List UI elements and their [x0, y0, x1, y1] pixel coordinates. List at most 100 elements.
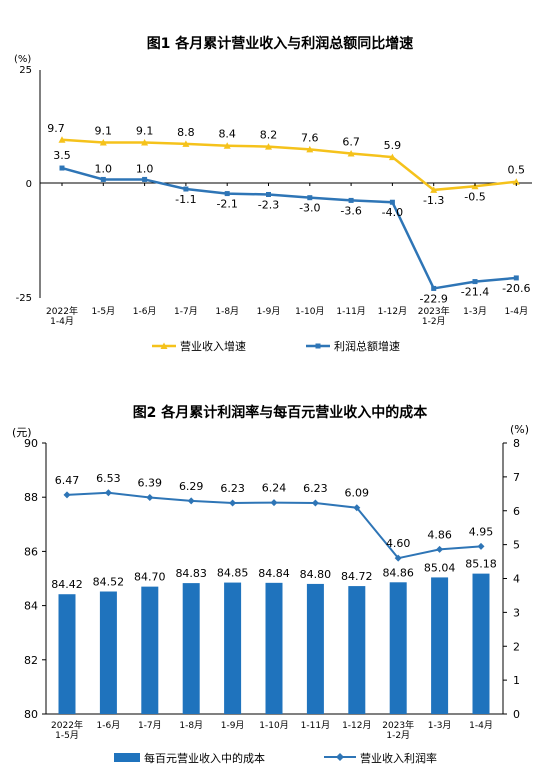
chart2-bar-label: 84.84	[258, 567, 290, 580]
chart1-data-label-revenue: 8.8	[177, 126, 195, 139]
chart2-margin-point	[229, 499, 237, 507]
chart2-right-tick-label: 6	[513, 505, 520, 518]
chart1-data-label-profit: -3.6	[340, 204, 361, 217]
chart2-margin-point	[394, 554, 402, 562]
chart1-data-label-profit: -3.0	[299, 202, 320, 215]
chart2-bar	[58, 594, 76, 714]
chart2-margin-label: 6.39	[138, 477, 163, 490]
chart2-margin-label: 4.60	[386, 537, 411, 550]
chart1-x-tick-labels: 2022年 1-4月 1-5月 1-6月 1-7月 1-8月 1-9月 1-10月 1-11月 1…	[46, 183, 528, 327]
chart2-margin-label: 4.86	[427, 528, 452, 541]
chart1-point-revenue	[182, 140, 190, 147]
chart1-data-label-revenue: 6.7	[342, 135, 360, 148]
chart2-y-unit-left: (元)	[12, 426, 32, 439]
chart2: 图2 各月累计利润率与每百元营业收入中的成本 (元) (%) 908886848…	[12, 404, 529, 765]
chart2-right-tick-label: 0	[513, 708, 520, 721]
chart2-legend: 每百元营业收入中的成本 营业收入利润率	[114, 751, 437, 765]
chart2-x-tick-label: 1-8月	[179, 720, 203, 731]
chart2-y-unit-right: (%)	[510, 423, 529, 436]
chart1-data-label-revenue: 9.1	[136, 125, 154, 138]
chart1-point-profit	[431, 285, 437, 291]
chart1-legend-profit: 利润总额增速	[334, 339, 400, 353]
chart1-legend: 营业收入增速 利润总额增速	[152, 339, 400, 353]
chart2-margin-point	[477, 542, 485, 550]
chart1-data-label-profit: 1.0	[136, 162, 154, 175]
chart1-data-label-profit: -21.4	[461, 286, 489, 299]
chart1-x-tick-label: 2023年 1-2月	[418, 305, 450, 327]
chart2-bar	[472, 573, 490, 714]
chart1-data-label-revenue: 8.2	[260, 129, 278, 142]
chart1-point-revenue	[512, 178, 520, 185]
chart1: 图1 各月累计营业收入与利润总额同比增速 (%) 25 0 -25 9.7 9.1…	[14, 35, 532, 353]
chart2-left-tick-label: 84	[24, 600, 38, 613]
chart2-margin-point	[311, 499, 319, 507]
chart2-margin-label: 6.29	[179, 480, 204, 493]
chart1-data-label-revenue: 0.5	[508, 164, 526, 177]
chart2-margin-label: 6.23	[303, 482, 328, 495]
legend-swatch-cost	[114, 753, 140, 762]
chart1-point-revenue	[99, 139, 107, 146]
chart1-x-tick-label: 1-8月	[215, 306, 239, 317]
chart2-margin-label: 6.24	[262, 482, 287, 495]
chart1-legend-revenue: 营业收入增速	[180, 339, 246, 353]
chart2-margin-point	[270, 499, 278, 507]
chart2-left-tick-label: 82	[24, 654, 38, 667]
chart2-bar-label: 85.04	[424, 561, 456, 574]
chart1-x-tick-label: 1-10月	[295, 306, 324, 317]
chart2-right-tick-label: 8	[513, 437, 520, 450]
chart1-point-profit	[59, 165, 65, 171]
chart2-right-ticks: 8 7 6 5 4 3 2 1 0	[503, 437, 520, 721]
chart2-right-tick-label: 3	[513, 606, 520, 619]
chart1-point-revenue	[58, 136, 66, 143]
chart2-x-tick-label: 1-9月	[221, 720, 245, 731]
chart2-margin-label: 6.47	[55, 474, 80, 487]
chart2-right-tick-label: 7	[513, 471, 520, 484]
chart2-bars: 84.42 84.52 84.70 84.83 84.85 84.84 84.80 84.72…	[51, 558, 497, 714]
chart2-x-tick-label: 1-7月	[138, 720, 162, 731]
legend-marker-revenue	[160, 342, 168, 349]
chart2-bar-label: 84.52	[93, 576, 125, 589]
chart1-point-revenue	[430, 186, 438, 193]
chart2-left-tick-label: 88	[24, 491, 38, 504]
chart2-bar	[306, 583, 324, 714]
chart2-bar	[141, 586, 159, 714]
chart2-x-tick-label: 2023年 1-2月	[382, 719, 414, 741]
chart1-data-label-revenue: 9.1	[95, 125, 113, 138]
chart1-x-tick-label: 1-5月	[91, 306, 115, 317]
chart2-x-tick-label: 2022年 1-5月	[51, 719, 83, 741]
chart1-point-profit	[307, 195, 313, 201]
chart1-data-label-profit: 3.5	[53, 149, 71, 162]
chart2-left-tick-label: 90	[24, 437, 38, 450]
chart1-data-label-profit: -20.6	[502, 282, 530, 295]
chart1-x-tick-label: 2022年 1-4月	[46, 305, 78, 327]
chart2-margin-label: 6.53	[96, 472, 121, 485]
chart2-x-tick-label: 1-11月	[301, 720, 330, 731]
chart1-point-revenue	[141, 139, 149, 146]
chart2-margin-point	[436, 545, 444, 553]
chart2-right-tick-label: 4	[513, 573, 520, 586]
chart1-data-label-revenue: -1.3	[423, 194, 444, 207]
chart2-bar-label: 84.80	[300, 568, 332, 581]
chart1-point-profit	[472, 279, 478, 285]
chart1-ytick-top: 25	[19, 65, 32, 76]
chart2-right-tick-label: 1	[513, 674, 520, 687]
chart2-line: 6.47 6.53 6.39 6.29 6.23 6.24 6.23 6.09 4.60 4.86…	[55, 472, 493, 562]
legend-marker-profit	[315, 343, 321, 349]
chart2-bar-label: 84.85	[217, 567, 249, 580]
chart2-x-tick-label: 1-12月	[342, 720, 371, 731]
legend-marker-margin	[336, 753, 344, 761]
chart1-x-tick-label: 1-3月	[463, 306, 487, 317]
chart1-point-profit	[142, 176, 148, 182]
chart2-margin-point	[104, 489, 112, 497]
chart2-bar-label: 84.86	[382, 566, 414, 579]
chart1-ytick-bottom: -25	[16, 293, 32, 304]
chart2-bar	[348, 586, 366, 714]
chart2-right-tick-label: 5	[513, 539, 520, 552]
chart2-bar	[431, 577, 449, 714]
chart2-bar	[182, 583, 200, 714]
chart2-bar-label: 84.42	[51, 578, 83, 591]
chart1-data-label-profit: -22.9	[419, 292, 447, 305]
chart2-bar-label: 84.70	[134, 571, 166, 584]
chart1-point-revenue	[471, 182, 479, 190]
